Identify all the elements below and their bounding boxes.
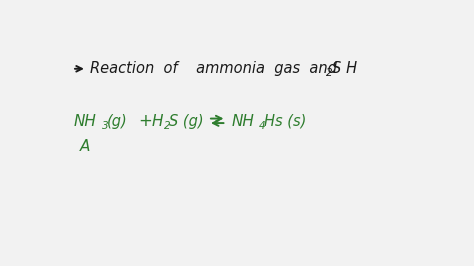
Text: (g): (g) xyxy=(107,114,128,128)
Text: 3: 3 xyxy=(102,121,109,131)
Text: Hs (s): Hs (s) xyxy=(264,114,307,128)
Text: S: S xyxy=(332,61,341,76)
Text: NH: NH xyxy=(231,114,254,128)
Text: A: A xyxy=(80,139,90,154)
Text: 4: 4 xyxy=(259,121,266,131)
Text: +: + xyxy=(138,112,152,130)
Text: 2: 2 xyxy=(326,68,333,78)
Text: NH: NH xyxy=(74,114,97,128)
Text: H: H xyxy=(152,114,164,128)
Text: S (g): S (g) xyxy=(169,114,203,128)
Text: Reaction  of    ammonia  gas  and  H: Reaction of ammonia gas and H xyxy=(91,61,357,76)
Text: 2: 2 xyxy=(164,121,170,131)
